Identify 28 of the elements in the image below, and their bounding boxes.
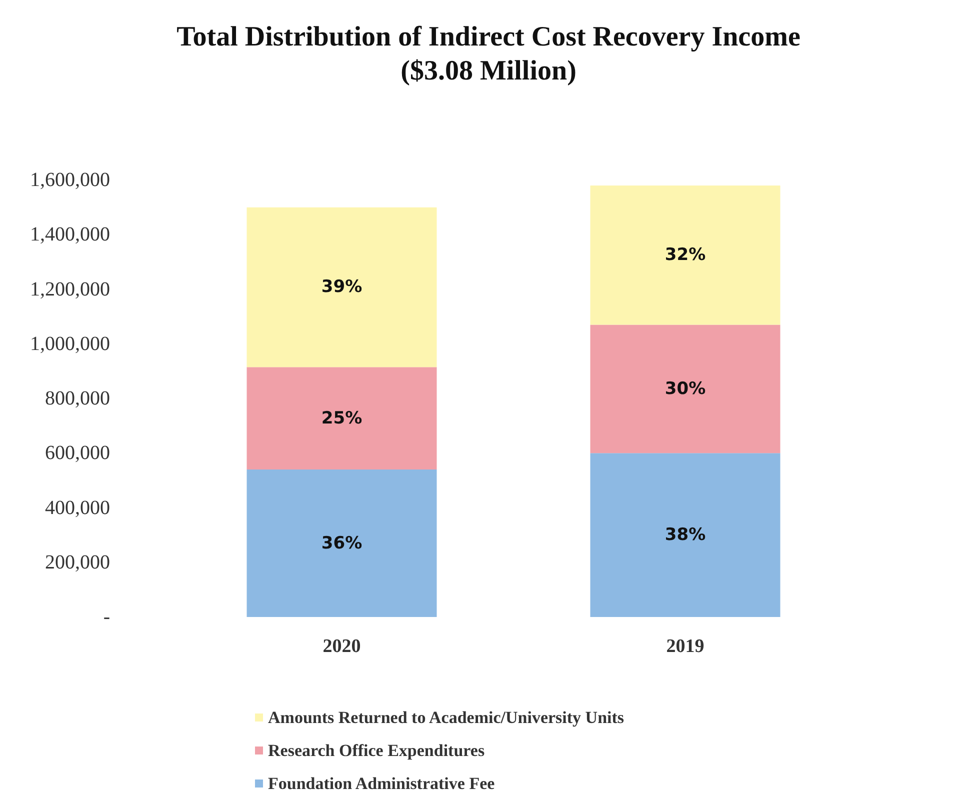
y-tick-label: 1,200,000 [30,278,110,300]
legend-label: Amounts Returned to Academic/University Units [268,708,624,727]
x-tick-label: 2019 [666,636,704,657]
annotation: 32% [664,245,706,266]
y-tick-label: - [103,606,110,628]
chart-title: Total Distribution of Indirect Cost Recovery Income [176,22,800,52]
y-tick-label: 800,000 [45,388,110,410]
legend-label: Foundation Administrative Fee [268,774,496,793]
y-tick-label: 1,600,000 [30,169,110,191]
y-tick-label: 400,000 [45,496,110,519]
bar [590,324,780,454]
annotation: 38% [664,525,706,546]
bar [590,185,780,325]
bar [590,453,780,617]
x-tick-label: 2020 [322,636,361,657]
chart-subtitle: ($3.08 Million) [400,56,576,86]
bar [246,207,437,368]
y-tick-label: 1,400,000 [30,224,110,246]
annotation: 25% [321,408,362,428]
bar [246,367,437,470]
annotation: 36% [321,533,362,554]
bar [246,470,437,617]
annotation: 39% [321,277,362,298]
legend-label: Research Office Expenditures [268,741,485,760]
annotation: 30% [664,378,706,399]
y-tick-label: 600,000 [45,442,110,464]
y-tick-label: 1,000,000 [30,332,110,355]
y-tick-label: 200,000 [45,551,110,574]
